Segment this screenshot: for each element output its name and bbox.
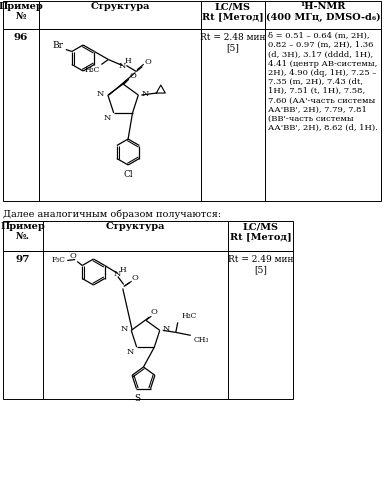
Text: O: O <box>70 252 76 260</box>
Text: N: N <box>121 325 128 333</box>
Text: Cl: Cl <box>123 170 133 179</box>
Bar <box>3 251 293 399</box>
Text: N: N <box>126 348 134 356</box>
Text: Br: Br <box>53 40 64 49</box>
Text: 96: 96 <box>14 33 28 42</box>
Bar <box>3 1 381 29</box>
Text: 97: 97 <box>16 255 30 264</box>
Text: LC/MS
Rt [Метод]: LC/MS Rt [Метод] <box>230 222 291 242</box>
Text: N: N <box>96 90 104 98</box>
Text: H: H <box>124 56 131 64</box>
Text: N: N <box>103 114 111 122</box>
Text: H₃C: H₃C <box>85 65 100 73</box>
Text: O: O <box>129 72 136 80</box>
Text: N: N <box>119 61 126 69</box>
Text: CH₃: CH₃ <box>194 336 209 344</box>
Text: Структура: Структура <box>90 2 150 11</box>
Text: O: O <box>151 308 157 316</box>
Text: δ = 0.51 – 0.64 (m, 2H),
0.82 – 0.97 (m, 2H), 1.36
(d, 3H), 3.17 (dddd, 1H),
4.4: δ = 0.51 – 0.64 (m, 2H), 0.82 – 0.97 (m,… <box>268 32 378 132</box>
Text: O: O <box>144 57 151 65</box>
Bar <box>3 221 293 251</box>
Text: Rt = 2.48 мин
[5]: Rt = 2.48 мин [5] <box>200 33 266 52</box>
Text: N: N <box>163 325 170 333</box>
Text: Пример
№.: Пример №. <box>1 222 45 242</box>
Text: F₃C: F₃C <box>51 255 65 263</box>
Text: LC/MS
Rt [Метод]: LC/MS Rt [Метод] <box>202 2 264 21</box>
Text: Структура: Структура <box>106 222 165 231</box>
Text: O: O <box>132 273 139 281</box>
Bar <box>3 29 381 201</box>
Text: H₃C: H₃C <box>182 312 197 320</box>
Text: N: N <box>141 90 149 98</box>
Text: S: S <box>134 394 141 403</box>
Text: Пример
№: Пример № <box>0 2 43 21</box>
Text: H: H <box>120 265 126 273</box>
Text: Rt = 2.49 мин
[5]: Rt = 2.49 мин [5] <box>228 255 293 274</box>
Text: ¹H-NMR
(400 МГц, DMSO-d₆): ¹H-NMR (400 МГц, DMSO-d₆) <box>266 2 380 21</box>
Text: N: N <box>114 269 121 277</box>
Text: Далее аналогичным образом получаются:: Далее аналогичным образом получаются: <box>3 209 221 219</box>
